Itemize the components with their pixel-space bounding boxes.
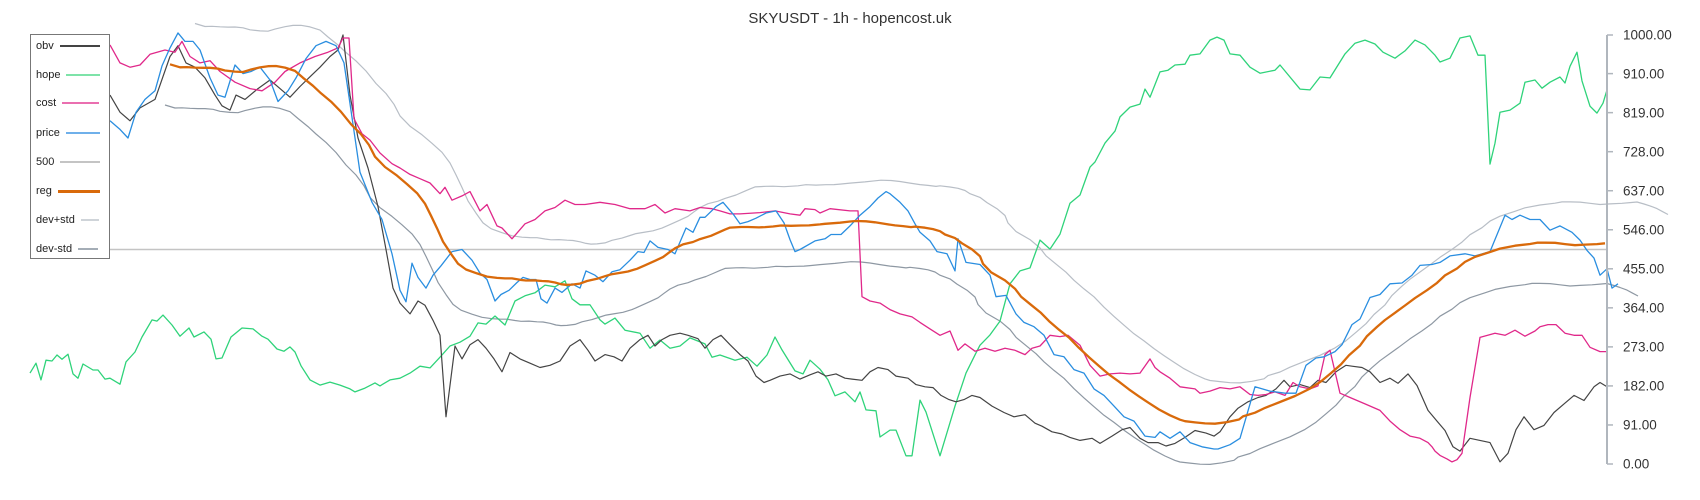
legend-swatch	[66, 74, 101, 76]
series-cost	[109, 37, 1607, 463]
y-tick-label: 546.00	[1623, 222, 1665, 238]
legend-item-obv[interactable]: obv	[36, 39, 100, 53]
series-obv	[109, 34, 1608, 463]
y-tick-label: 819.00	[1623, 105, 1665, 121]
legend-label: dev+std	[36, 214, 75, 226]
chart-title: SKYUSDT - 1h - hopencost.uk	[748, 10, 952, 27]
legend-label: dev-std	[36, 243, 73, 255]
y-tick-label: 728.00	[1623, 144, 1665, 160]
y-tick-label: 0.00	[1623, 456, 1650, 472]
legend-label: reg	[36, 185, 52, 197]
legend-label: cost	[36, 97, 57, 109]
series-hope	[29, 35, 1608, 457]
y-tick-label: 455.00	[1623, 261, 1665, 277]
legend-item-500[interactable]: 500	[36, 155, 101, 169]
legend-label: hope	[36, 69, 61, 81]
legend-item-hope[interactable]: hope	[36, 68, 101, 82]
legend: obv hope cost price 500 reg dev+std dev-…	[30, 34, 110, 259]
series-dev-minus-std	[164, 104, 1639, 465]
legend-item-price[interactable]: price	[36, 126, 100, 140]
legend-swatch	[65, 132, 100, 134]
series-price	[109, 32, 1619, 450]
legend-label: obv	[36, 40, 54, 52]
y-tick-label: 910.00	[1623, 66, 1665, 82]
y-tick-label: 637.00	[1623, 183, 1665, 199]
y-tick-label: 182.00	[1623, 378, 1665, 394]
legend-swatch	[80, 219, 99, 221]
legend-item-cost[interactable]: cost	[36, 96, 100, 110]
legend-item-dev-minus-std[interactable]: dev-std	[36, 242, 99, 256]
y-tick-label: 1000.00	[1623, 27, 1672, 43]
legend-label: price	[36, 127, 60, 139]
series-reg	[169, 63, 1606, 425]
legend-item-dev-plus-std[interactable]: dev+std	[36, 213, 99, 227]
y-tick-label: 273.00	[1623, 339, 1665, 355]
series-dev-plus-std	[194, 22, 1669, 384]
legend-swatch	[59, 45, 100, 47]
y-tick-label: 91.00	[1623, 417, 1657, 433]
legend-label: 500	[36, 156, 55, 168]
legend-item-reg[interactable]: reg	[36, 184, 100, 198]
y-tick-label: 364.00	[1623, 300, 1665, 316]
legend-swatch	[60, 161, 101, 163]
y-axis	[1606, 34, 1613, 465]
legend-swatch	[57, 189, 100, 193]
series-lines	[29, 22, 1669, 465]
legend-swatch	[78, 248, 99, 250]
legend-swatch	[62, 102, 100, 104]
